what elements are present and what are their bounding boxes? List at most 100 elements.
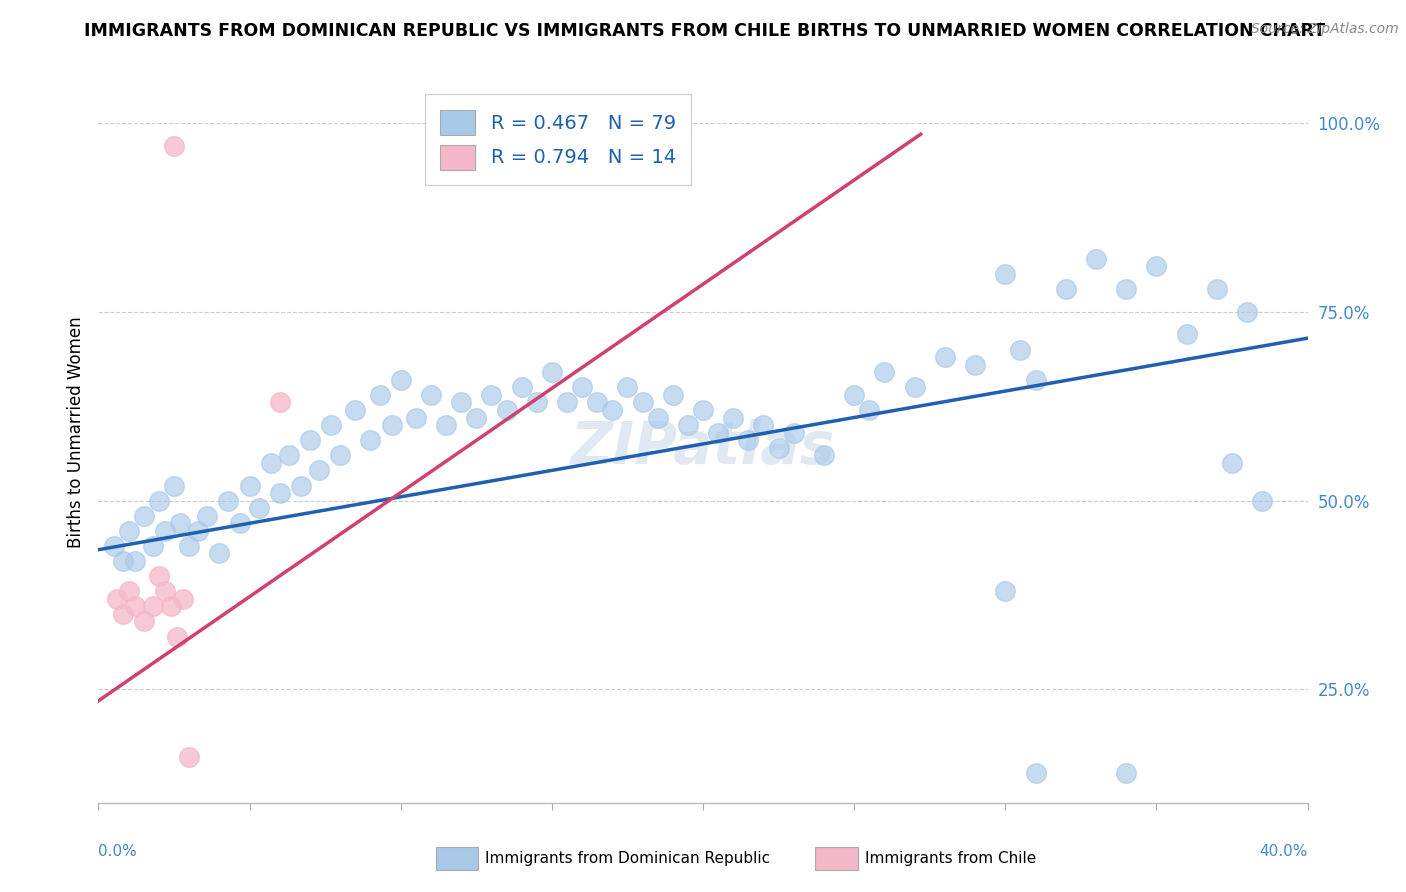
Point: [616, 380, 638, 394]
Point: [405, 410, 427, 425]
Point: [368, 388, 391, 402]
Point: [132, 508, 155, 523]
Point: [124, 554, 146, 568]
Point: [118, 584, 141, 599]
Point: [111, 607, 134, 621]
Point: [229, 516, 252, 531]
Text: 0.0%: 0.0%: [98, 845, 138, 859]
Point: [571, 380, 593, 394]
Point: [105, 591, 128, 606]
Point: [692, 403, 714, 417]
Point: [783, 425, 806, 440]
Point: [1144, 260, 1167, 274]
Point: [631, 395, 654, 409]
Point: [1024, 373, 1046, 387]
Point: [965, 358, 987, 372]
Point: [873, 365, 896, 379]
Point: [148, 493, 170, 508]
Y-axis label: Births to Unmarried Women: Births to Unmarried Women: [66, 317, 84, 549]
Point: [277, 448, 299, 462]
Text: 40.0%: 40.0%: [1260, 845, 1308, 859]
Point: [676, 418, 699, 433]
Point: [269, 486, 291, 500]
Point: [495, 403, 517, 417]
Point: [247, 501, 270, 516]
Text: Immigrants from Dominican Republic: Immigrants from Dominican Republic: [485, 852, 770, 866]
Point: [360, 433, 382, 447]
Point: [1220, 456, 1243, 470]
Point: [153, 584, 176, 599]
Text: ZIPatlas: ZIPatlas: [571, 419, 835, 476]
Point: [540, 365, 562, 379]
Point: [934, 350, 956, 364]
Point: [768, 441, 790, 455]
Point: [1115, 765, 1137, 780]
Point: [269, 395, 291, 409]
Point: [389, 373, 412, 387]
Point: [329, 448, 352, 462]
Point: [1236, 304, 1258, 318]
Point: [142, 539, 165, 553]
Point: [904, 380, 927, 394]
Point: [510, 380, 533, 394]
Point: [160, 599, 183, 614]
Point: [586, 395, 609, 409]
Point: [103, 539, 125, 553]
Point: [1251, 493, 1274, 508]
Point: [111, 554, 134, 568]
Point: [308, 463, 330, 477]
Point: [148, 569, 170, 583]
Point: [166, 630, 188, 644]
Text: Source: ZipAtlas.com: Source: ZipAtlas.com: [1251, 22, 1399, 37]
Point: [1115, 282, 1137, 296]
Point: [344, 403, 367, 417]
Point: [321, 418, 343, 433]
Point: [163, 138, 186, 153]
Point: [260, 456, 283, 470]
Point: [450, 395, 472, 409]
Text: IMMIGRANTS FROM DOMINICAN REPUBLIC VS IMMIGRANTS FROM CHILE BIRTHS TO UNMARRIED : IMMIGRANTS FROM DOMINICAN REPUBLIC VS IM…: [84, 22, 1326, 40]
Point: [555, 395, 578, 409]
Point: [647, 410, 669, 425]
Legend: R = 0.467   N = 79, R = 0.794   N = 14: R = 0.467 N = 79, R = 0.794 N = 14: [425, 95, 692, 186]
Point: [1085, 252, 1108, 266]
Point: [602, 403, 624, 417]
Point: [434, 418, 457, 433]
Point: [299, 433, 322, 447]
Point: [118, 524, 141, 538]
Point: [132, 615, 155, 629]
Point: [465, 410, 488, 425]
Point: [1206, 282, 1229, 296]
Point: [163, 478, 186, 492]
Point: [142, 599, 165, 614]
Point: [169, 516, 191, 531]
Point: [707, 425, 730, 440]
Point: [752, 418, 775, 433]
Point: [526, 395, 548, 409]
Point: [858, 403, 880, 417]
Point: [187, 524, 209, 538]
Point: [723, 410, 745, 425]
Point: [239, 478, 262, 492]
Point: [737, 433, 759, 447]
Point: [1175, 327, 1198, 342]
Point: [290, 478, 312, 492]
Point: [994, 584, 1017, 599]
Point: [195, 508, 218, 523]
Point: [844, 388, 866, 402]
Point: [420, 388, 443, 402]
Point: [1054, 282, 1077, 296]
Point: [217, 493, 239, 508]
Point: [153, 524, 176, 538]
Point: [813, 448, 835, 462]
Point: [208, 547, 231, 561]
Point: [172, 591, 194, 606]
Point: [179, 539, 201, 553]
Point: [661, 388, 683, 402]
Point: [1024, 765, 1046, 780]
Point: [124, 599, 146, 614]
Text: Immigrants from Chile: Immigrants from Chile: [865, 852, 1036, 866]
Point: [481, 388, 503, 402]
Point: [1010, 343, 1032, 357]
Point: [381, 418, 404, 433]
